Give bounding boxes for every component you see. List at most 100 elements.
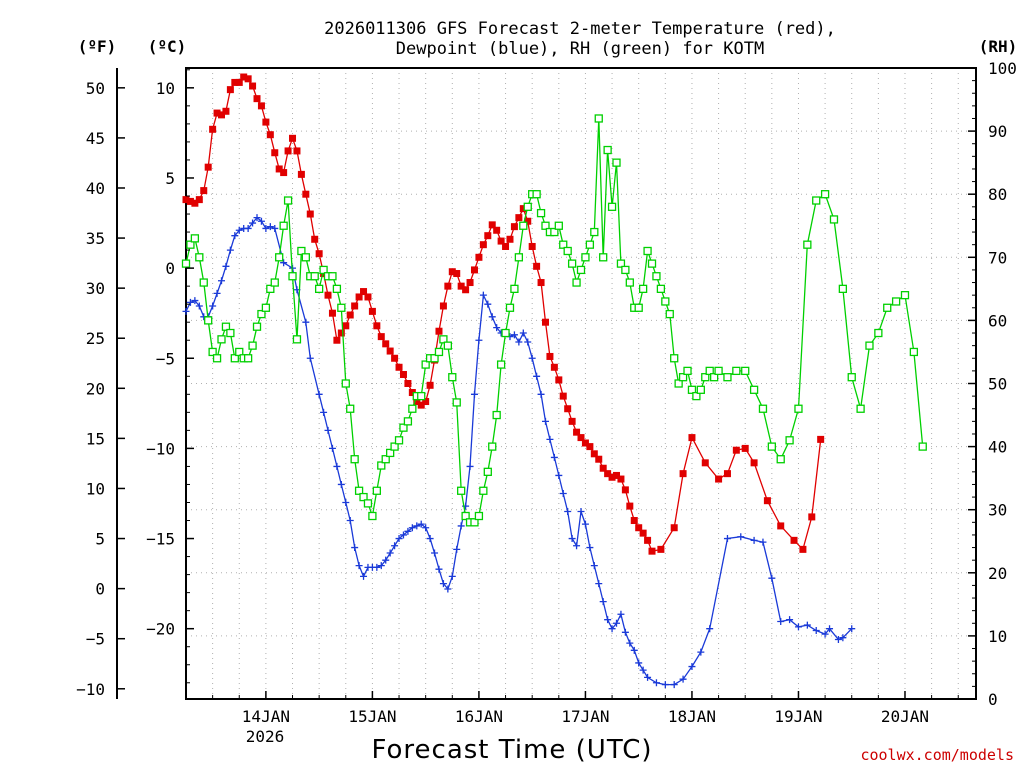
rh-point: [394, 436, 404, 445]
rh-point: [199, 278, 208, 287]
year-label: 2026: [246, 727, 285, 746]
temperature-point: [497, 237, 505, 245]
dewpoint-point: [337, 480, 345, 488]
temperature-point: [284, 147, 292, 155]
rh-point: [585, 240, 595, 249]
temperature-point: [528, 242, 536, 250]
temperature-point: [723, 470, 731, 478]
dewpoint-point: [373, 563, 381, 571]
temperature-point: [439, 302, 447, 310]
temperature-point: [413, 398, 421, 406]
rh-point: [541, 221, 550, 230]
temperature-point: [586, 443, 594, 451]
fahrenheit-tick-label: 0: [95, 580, 105, 599]
dewpoint-point: [417, 520, 425, 528]
dewpoint-point: [218, 277, 226, 285]
rh-point: [656, 284, 666, 294]
dewpoint-point: [839, 634, 847, 642]
rh-point: [696, 385, 705, 394]
rh-point: [279, 221, 288, 230]
rh-point: [332, 284, 342, 294]
rh-point: [603, 145, 612, 155]
dewpoint-point: [652, 679, 660, 687]
credit-link[interactable]: coolwx.com/models: [860, 746, 1014, 764]
dewpoint-point: [399, 531, 407, 539]
dewpoint-point: [550, 453, 558, 461]
temperature-point: [790, 536, 798, 544]
dewpoint-point: [377, 562, 385, 570]
rh-point: [559, 240, 568, 249]
rh-point: [261, 303, 271, 312]
rh-point: [749, 385, 759, 394]
temperature-point: [448, 268, 456, 276]
rh-point: [408, 404, 417, 413]
fahrenheit-tick-label: −10: [76, 680, 105, 699]
dewpoint-point: [639, 666, 647, 674]
dewpoint-point: [306, 354, 314, 362]
temperature-point: [590, 450, 598, 458]
rh-point: [399, 423, 408, 432]
temperature-point: [244, 75, 252, 83]
temperature-point: [475, 253, 483, 261]
temperature-point: [608, 473, 616, 481]
temperature-point: [506, 235, 514, 243]
dewpoint-point: [271, 224, 279, 232]
dewpoint-point: [541, 417, 549, 425]
temperature-point: [360, 288, 368, 296]
dewpoint-point: [812, 626, 820, 634]
dewpoint-point: [253, 214, 261, 222]
temperature-point: [732, 446, 740, 454]
celsius-tick-label: −5: [156, 349, 175, 368]
dewpoint-point: [786, 616, 794, 624]
dewpoint-point: [706, 625, 714, 633]
temperature-point: [604, 470, 612, 478]
temperature-point: [204, 163, 212, 171]
temperature-point: [266, 131, 274, 139]
rh-point: [687, 385, 697, 394]
rh-point: [536, 208, 546, 218]
fahrenheit-tick-label: 40: [86, 179, 105, 198]
temperature-point: [462, 286, 470, 294]
dewpoint-point: [386, 549, 394, 557]
temperature-point: [524, 217, 532, 225]
rh-point: [337, 303, 346, 312]
temperature-point: [306, 210, 314, 218]
rh-point: [692, 391, 701, 401]
rh-point: [270, 278, 279, 287]
temperature-point: [470, 266, 478, 274]
temperature-point: [630, 517, 638, 525]
rh-tick-label: 30: [988, 501, 1007, 520]
tick-labels: 14JAN 15JAN 16JAN 17JAN 18JAN 19JAN 20JAN1050−…: [76, 59, 1017, 726]
rh-point: [252, 322, 262, 331]
fahrenheit-tick-label: 50: [86, 79, 105, 98]
dewpoint-point: [590, 562, 598, 570]
temperature-point: [417, 401, 425, 409]
temperature-point: [373, 322, 381, 330]
rh-point: [732, 366, 741, 376]
dewpoint-point: [382, 556, 390, 564]
rh-point: [243, 354, 253, 363]
dewpoint-point: [613, 619, 621, 627]
dewpoint-point: [644, 673, 652, 681]
rh-point: [430, 354, 439, 363]
x-tick-label: 17JAN: [561, 707, 609, 726]
dewpoint-point: [235, 226, 243, 234]
temperature-point: [515, 214, 523, 222]
temperature-point: [599, 464, 607, 472]
temperature-point: [200, 187, 208, 195]
dewpoint-point: [768, 574, 776, 582]
rh-point: [900, 291, 910, 300]
dewpoint-point: [559, 489, 567, 497]
grid-lines: [186, 68, 976, 699]
dewpoint-point: [493, 324, 501, 332]
temperature-point: [626, 502, 634, 510]
rh-point: [434, 347, 444, 357]
temperature-point: [426, 381, 434, 389]
rh-point: [652, 272, 661, 281]
rh-tick-label: 100: [988, 59, 1017, 78]
dewpoint-point: [231, 232, 239, 240]
temperature-line: [185, 76, 822, 552]
temperature-point: [613, 471, 621, 479]
rh-point: [283, 196, 293, 205]
rh-point: [665, 309, 674, 319]
